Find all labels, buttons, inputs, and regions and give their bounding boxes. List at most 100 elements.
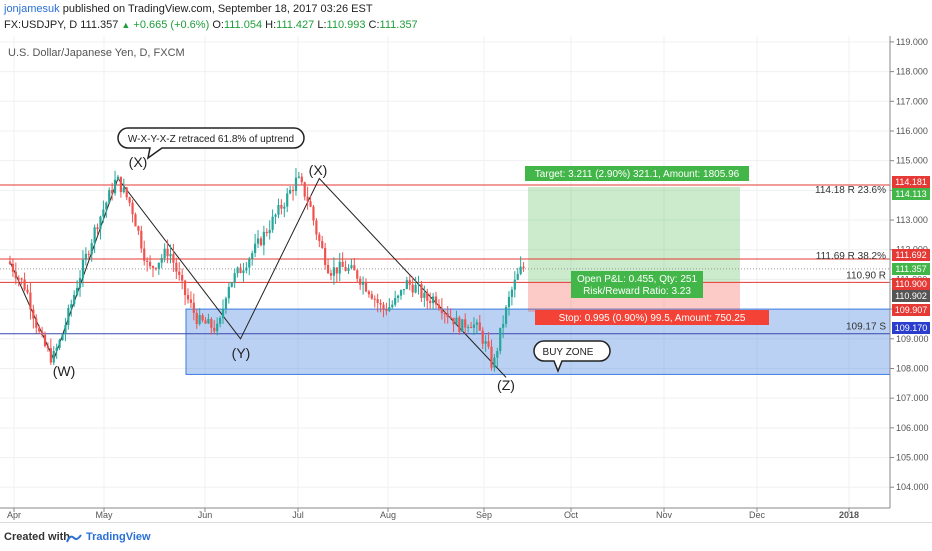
candle[interactable] [341,261,344,267]
candle[interactable] [440,308,443,314]
candle[interactable] [385,309,388,311]
candle[interactable] [183,280,187,296]
candle[interactable] [64,325,67,335]
candle[interactable] [388,307,391,311]
candle[interactable] [213,327,216,332]
candle[interactable] [131,202,134,215]
candle[interactable] [423,292,426,298]
candle[interactable] [204,320,207,324]
candle[interactable] [20,278,23,280]
candle[interactable] [396,295,400,298]
plot-area[interactable] [0,36,890,508]
candle[interactable] [294,177,298,192]
candle[interactable] [289,190,292,194]
candle[interactable] [78,278,82,288]
candle[interactable] [467,327,470,329]
candle[interactable] [221,308,225,319]
candle[interactable] [443,313,446,315]
author-link[interactable]: jonjamesuk [4,3,60,15]
candle[interactable] [452,317,455,325]
candle[interactable] [99,216,102,230]
candle[interactable] [324,247,327,265]
candle[interactable] [338,261,341,274]
candle[interactable] [265,231,268,234]
candle[interactable] [154,267,157,269]
candle[interactable] [464,319,467,328]
candle[interactable] [186,295,190,300]
candle[interactable] [347,268,350,271]
candle[interactable] [417,284,420,286]
candle[interactable] [151,266,155,268]
candle[interactable] [207,318,210,324]
candle[interactable] [254,243,257,254]
candle[interactable] [11,263,15,272]
candle[interactable] [315,220,318,235]
candle[interactable] [283,206,286,209]
candle[interactable] [268,229,271,234]
candle[interactable] [23,279,26,290]
candle[interactable] [522,266,525,268]
candle[interactable] [157,262,160,269]
candle[interactable] [230,282,233,287]
candle[interactable] [291,190,295,192]
candle[interactable] [256,238,260,244]
candle[interactable] [394,297,397,305]
candle[interactable] [35,318,38,328]
candle[interactable] [38,327,41,332]
candle[interactable] [137,226,140,231]
candle[interactable] [216,323,219,332]
candle[interactable] [507,296,511,308]
candle[interactable] [236,267,239,274]
candle[interactable] [426,292,429,301]
candle[interactable] [502,323,505,328]
candle[interactable] [49,348,52,363]
candle[interactable] [70,304,73,308]
candle[interactable] [245,267,248,271]
candle[interactable] [297,176,300,178]
candle[interactable] [166,248,169,257]
candle[interactable] [84,253,87,260]
candle[interactable] [379,302,382,305]
candle[interactable] [446,313,449,318]
candle[interactable] [8,261,12,264]
candle[interactable] [367,291,371,295]
candle[interactable] [490,346,493,368]
candle[interactable] [160,257,163,263]
candle[interactable] [513,279,516,290]
candle[interactable] [312,206,315,221]
candle[interactable] [408,280,411,285]
candle[interactable] [81,259,85,279]
candle[interactable] [67,307,70,326]
candle[interactable] [105,202,108,210]
candle[interactable] [405,280,408,289]
candle[interactable] [309,201,312,207]
candle[interactable] [125,187,128,198]
candle[interactable] [475,322,478,325]
candle[interactable] [478,322,481,331]
candle[interactable] [178,271,181,275]
candle[interactable] [172,253,175,263]
candle[interactable] [481,330,484,344]
candle[interactable] [353,265,356,271]
candle[interactable] [399,290,403,296]
candle[interactable] [52,350,55,363]
candle[interactable] [93,227,96,244]
candle[interactable] [259,238,263,246]
candle[interactable] [233,273,236,283]
candle[interactable] [516,273,519,280]
candle[interactable] [280,204,283,209]
candle[interactable] [163,248,166,258]
candle[interactable] [175,262,178,272]
candle[interactable] [116,176,120,180]
candle[interactable] [496,351,499,358]
candle[interactable] [148,261,152,267]
candle[interactable] [318,234,321,242]
candle[interactable] [458,317,461,332]
candle[interactable] [224,298,228,309]
candle[interactable] [195,312,198,325]
candle[interactable] [134,214,137,227]
candle[interactable] [391,304,394,308]
candle[interactable] [335,267,338,274]
candle[interactable] [192,302,195,313]
